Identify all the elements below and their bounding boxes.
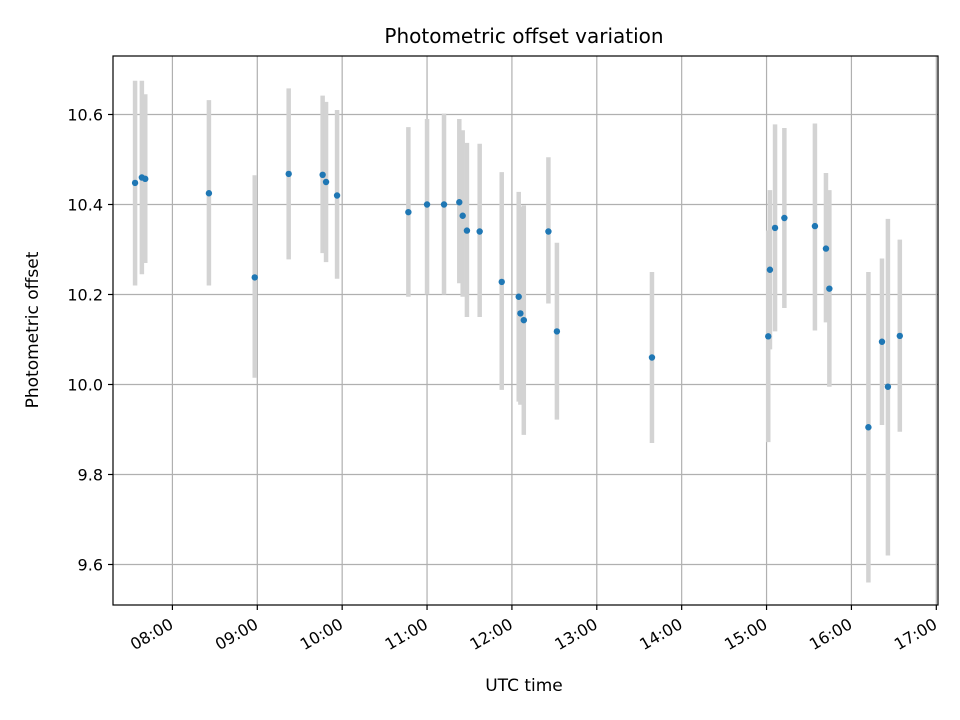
data-point [826, 285, 833, 292]
y-tick-label: 10.4 [67, 196, 103, 215]
data-point [456, 199, 463, 206]
data-point [423, 201, 431, 208]
data-point [476, 228, 483, 235]
data-point [463, 227, 471, 234]
y-tick-label: 10.6 [67, 106, 103, 125]
data-point [865, 424, 872, 431]
y-tick-label: 10.2 [67, 286, 103, 305]
data-point [498, 278, 505, 286]
data-point [771, 224, 779, 232]
data-point [896, 332, 904, 340]
y-axis-label: Photometric offset [23, 251, 43, 408]
data-points [131, 170, 904, 431]
data-point [142, 175, 149, 183]
data-point [822, 245, 830, 252]
data-point [781, 214, 788, 222]
data-point [440, 201, 448, 208]
data-point [884, 383, 892, 390]
data-point [648, 354, 656, 361]
data-point [459, 212, 466, 219]
data-point [545, 228, 552, 235]
data-point [251, 274, 258, 281]
data-point [319, 171, 326, 178]
chart-title: Photometric offset variation [384, 24, 663, 48]
data-point [878, 338, 886, 345]
y-tick-label: 10.0 [67, 376, 103, 395]
plot-frame [112, 55, 939, 606]
data-point [205, 190, 213, 197]
y-axis-ticks: 9.6 9.8 10.0 10.2 10.4 10.6 [67, 106, 113, 575]
data-point [811, 222, 819, 230]
data-point [285, 170, 292, 178]
data-point [333, 192, 341, 199]
y-tick-label: 9.6 [78, 556, 103, 575]
data-point [765, 333, 772, 340]
data-point [517, 310, 524, 317]
x-axis-label: UTC time [485, 676, 563, 696]
data-point [131, 179, 139, 187]
data-point [553, 328, 561, 335]
data-point [405, 208, 412, 216]
data-point [515, 293, 522, 300]
data-point [766, 266, 774, 273]
data-point [322, 178, 330, 186]
data-point [520, 316, 528, 324]
y-tick-label: 9.8 [78, 466, 103, 485]
